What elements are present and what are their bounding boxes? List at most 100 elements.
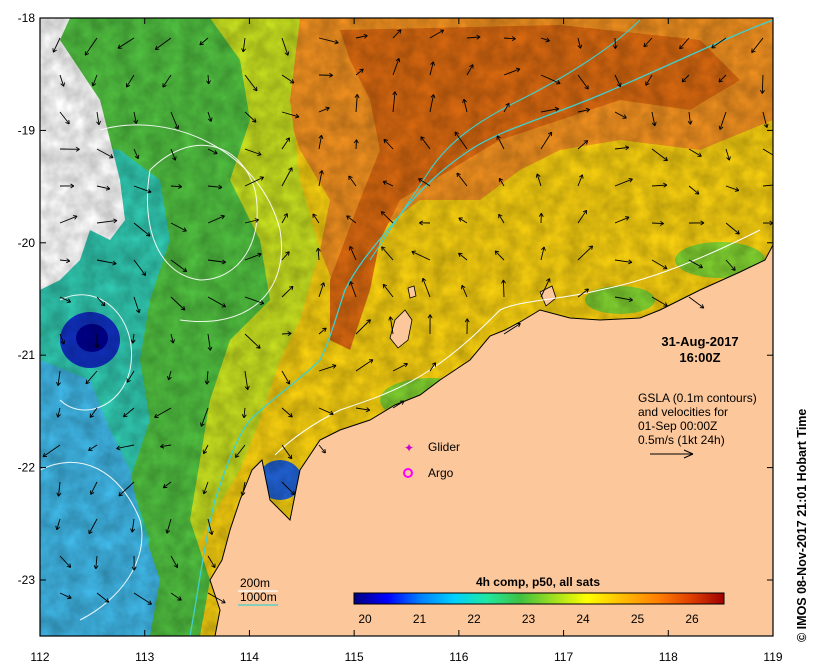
velocity-arrow — [207, 148, 218, 155]
velocity-arrow — [59, 74, 66, 87]
velocity-arrow — [429, 61, 435, 76]
velocity-arrow — [59, 146, 80, 152]
velocity-arrow — [94, 333, 100, 349]
velocity-arrow — [498, 213, 505, 224]
velocity-arrow — [96, 218, 118, 224]
velocity-arrow — [392, 91, 398, 113]
map-time: 16:00Z — [679, 350, 720, 365]
velocity-arrow — [52, 37, 61, 53]
velocity-arrow — [123, 407, 135, 418]
velocity-arrow — [281, 37, 290, 56]
velocity-arrow — [392, 400, 405, 409]
bathy-200m-contour — [274, 229, 761, 456]
velocity-arrow — [392, 362, 408, 372]
colorbar-tick-label: 23 — [522, 612, 536, 626]
x-tick-label: 114 — [240, 650, 259, 664]
velocity-arrow — [117, 37, 135, 49]
velocity-arrow — [318, 134, 324, 150]
velocity-arrow — [458, 217, 468, 224]
velocity-arrow — [199, 37, 209, 46]
velocity-arrow — [59, 111, 70, 125]
velocity-arrow — [207, 214, 225, 224]
velocity-arrow — [96, 259, 117, 266]
velocity-arrow — [466, 34, 481, 40]
velocity-arrow — [466, 64, 474, 76]
velocity-arrow — [318, 170, 324, 187]
velocity-arrow — [96, 592, 110, 603]
velocity-arrow — [133, 148, 140, 160]
velocity-arrow — [614, 74, 622, 88]
velocity-arrow — [577, 74, 589, 90]
velocity-arrow — [318, 282, 326, 298]
velocity-arrow — [202, 444, 209, 455]
island — [407, 285, 417, 299]
velocity-arrow — [167, 370, 172, 381]
velocity-arrow — [318, 364, 337, 372]
velocity-arrow — [725, 148, 731, 161]
velocity-arrow — [460, 284, 468, 298]
argo-circle-icon — [403, 468, 413, 478]
velocity-arrow — [458, 252, 468, 261]
velocity-arrow — [420, 136, 431, 150]
velocity-arrow — [55, 518, 61, 531]
velocity-arrow — [540, 74, 561, 85]
velocity-arrow — [540, 246, 546, 261]
velocity-arrow — [651, 111, 657, 127]
velocity-arrow — [244, 252, 262, 261]
argo-label: Argo — [428, 466, 454, 480]
velocity-arrow — [456, 172, 468, 187]
y-tick-label: -19 — [18, 123, 36, 137]
velocity-arrow — [206, 74, 211, 85]
velocity-arrow — [162, 74, 172, 88]
velocity-arrow — [59, 592, 72, 600]
velocity-arrow — [711, 37, 727, 49]
velocity-arrow — [133, 592, 152, 605]
x-tick-label: 117 — [554, 650, 573, 664]
velocity-arrow — [89, 481, 98, 495]
velocity-arrow — [411, 250, 431, 261]
velocity-arrow — [614, 216, 630, 224]
y-tick-label: -18 — [18, 11, 36, 25]
velocity-arrow — [207, 333, 213, 351]
velocity-arrow — [688, 148, 702, 157]
velocity-arrow — [651, 148, 668, 162]
velocity-arrow — [464, 318, 470, 335]
velocity-arrow — [133, 222, 151, 237]
velocity-arrow — [503, 36, 516, 42]
velocity-arrow — [125, 74, 135, 88]
colorbar-title: 4h comp, p50, all sats — [476, 575, 600, 589]
velocity-arrow — [207, 592, 226, 604]
velocity-arrow — [538, 213, 544, 224]
velocity-arrow — [388, 316, 394, 335]
x-tick-label: 119 — [763, 650, 782, 664]
velocity-arrow — [688, 259, 703, 269]
velocity-arrow — [419, 220, 431, 226]
velocity-arrow — [346, 215, 357, 224]
velocity-arrow — [130, 333, 136, 344]
velocity-arrow — [725, 259, 736, 271]
velocity-arrow — [170, 222, 187, 232]
velocity-arrow — [281, 251, 290, 261]
velocity-arrow — [751, 37, 764, 54]
velocity-arrow — [718, 74, 727, 83]
velocity-arrow — [170, 148, 177, 161]
velocity-arrow — [651, 220, 664, 226]
velocity-arrow — [612, 37, 618, 49]
velocity-arrow — [427, 314, 433, 335]
velocity-arrow — [318, 407, 334, 416]
velocity-arrow — [244, 148, 262, 156]
velocity-arrow — [59, 183, 75, 189]
velocity-arrow — [540, 106, 560, 113]
x-tick-label: 118 — [659, 650, 678, 664]
velocity-arrows — [42, 29, 773, 605]
gsla-line-1: GSLA (0.1m contours) — [638, 391, 757, 405]
velocity-arrow — [133, 296, 141, 314]
velocity-arrow — [382, 283, 394, 298]
argo-legend: Argo — [403, 466, 454, 480]
velocity-arrow — [207, 555, 216, 568]
velocity-arrow — [318, 72, 333, 78]
velocity-arrow — [429, 362, 437, 372]
velocity-arrow — [380, 211, 394, 224]
velocity-arrow — [454, 131, 468, 150]
